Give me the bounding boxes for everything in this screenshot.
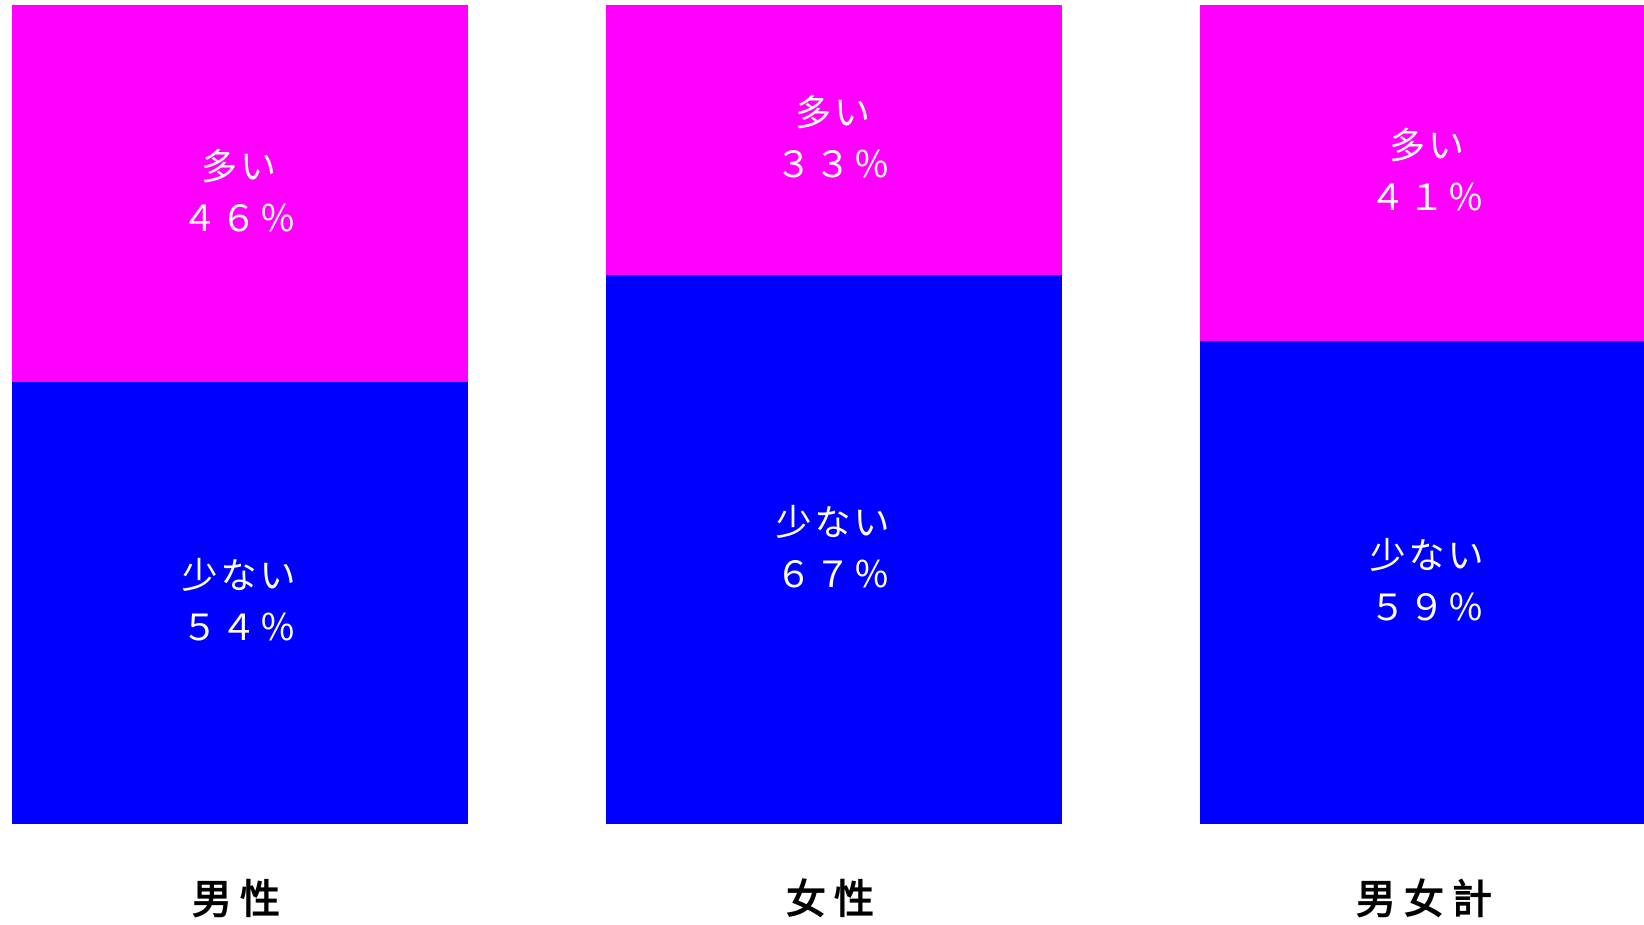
- category-label-1: 女性: [786, 877, 882, 923]
- data-label-value: ５４％: [181, 608, 299, 649]
- data-label-name: 多い: [794, 93, 873, 134]
- bar-segment-less-0: 少ない ５４％: [12, 382, 468, 824]
- bar-group-2: 多い ４１％ 少ない ５９％ 男女計: [1200, 5, 1644, 925]
- data-label-name: 少ない: [1369, 536, 1487, 577]
- data-label-less-0: 少ない ５４％: [12, 551, 468, 655]
- data-label-value: ５９％: [1369, 588, 1487, 629]
- bar-segment-less-2: 少ない ５９％: [1200, 341, 1644, 824]
- data-label-less-1: 少ない ６７％: [606, 498, 1062, 602]
- category-label-0: 男性: [192, 877, 288, 923]
- data-label-name: 少ない: [775, 503, 893, 544]
- bar-segment-more-0: 多い ４６％: [12, 5, 468, 382]
- bar-group-0: 多い ４６％ 少ない ５４％ 男性: [12, 5, 468, 925]
- data-label-more-0: 多い ４６％: [12, 142, 468, 246]
- data-label-value: ３３％: [775, 145, 893, 186]
- data-label-name: 少ない: [181, 556, 299, 597]
- data-label-more-1: 多い ３３％: [606, 88, 1062, 192]
- bar-stack-1: 多い ３３％ 少ない ６７％: [606, 5, 1062, 824]
- bar-segment-more-1: 多い ３３％: [606, 5, 1062, 275]
- data-label-name: 多い: [200, 147, 279, 188]
- bar-stack-0: 多い ４６％ 少ない ５４％: [12, 5, 468, 824]
- bar-segment-less-1: 少ない ６７％: [606, 275, 1062, 824]
- data-label-value: ６７％: [775, 555, 893, 596]
- category-label-2: 男女計: [1356, 877, 1500, 923]
- bar-segment-more-2: 多い ４１％: [1200, 5, 1644, 341]
- bar-stack-2: 多い ４１％ 少ない ５９％: [1200, 5, 1644, 824]
- bar-group-1: 多い ３３％ 少ない ６７％ 女性: [606, 5, 1062, 925]
- data-label-value: ４１％: [1369, 178, 1487, 219]
- data-label-name: 多い: [1388, 126, 1467, 167]
- data-label-value: ４６％: [181, 199, 299, 240]
- data-label-less-2: 少ない ５９％: [1200, 531, 1644, 635]
- data-label-more-2: 多い ４１％: [1200, 121, 1644, 225]
